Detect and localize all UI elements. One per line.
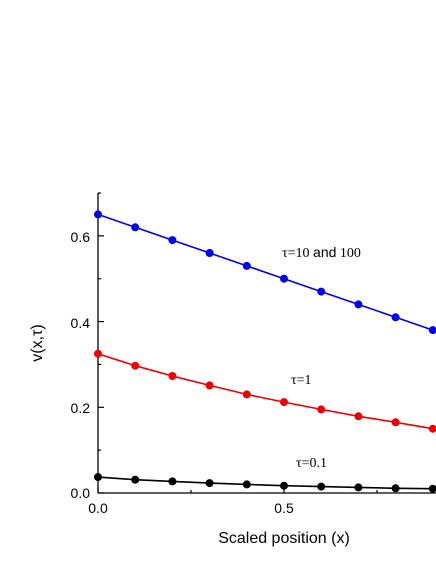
series-1-point-0 — [94, 349, 102, 358]
x-tick-label-1: 0.5 — [274, 500, 294, 516]
series-1-point-8 — [391, 418, 400, 427]
annotation-100: 100 — [340, 246, 361, 261]
series-0-line — [97, 213, 434, 331]
annotation-tau-1: τ=1 — [291, 373, 312, 388]
series-2-line — [97, 476, 433, 490]
y-tick-label-0: 0.0 — [71, 485, 91, 501]
x-tick-label-0: 0.0 — [88, 500, 108, 516]
series-1-line — [97, 352, 433, 430]
series-2-point-0 — [94, 473, 102, 482]
y-tick-label-1: 0.2 — [71, 400, 91, 416]
series-1-point-4 — [242, 390, 251, 399]
series-2-point-4 — [242, 480, 251, 489]
series-1-point-9 — [428, 424, 436, 433]
annotation-tau-10: τ=10 — [282, 246, 310, 261]
series-2-point-5 — [280, 481, 288, 490]
y-axis-title: v(x,τ) — [29, 324, 46, 361]
y-tick-label-2: 0.4 — [71, 315, 91, 331]
series-1-point-5 — [280, 398, 288, 407]
series-0-point-5 — [280, 274, 288, 283]
series-0-point-0 — [94, 210, 102, 219]
series-2-point-8 — [391, 484, 400, 493]
series-1-point-7 — [354, 412, 363, 421]
series-0-point-9 — [428, 326, 436, 335]
y-tick-label-3: 0.6 — [71, 229, 91, 245]
series-0-point-4 — [242, 261, 251, 270]
ticks — [97, 192, 378, 494]
axes — [97, 193, 436, 494]
series-2-point-6 — [317, 482, 326, 491]
series-0-point-2 — [168, 236, 177, 245]
series-0-point-3 — [205, 249, 214, 257]
annotation-tau-0-1: τ=0.1 — [296, 456, 327, 471]
series-2-point-1 — [131, 475, 140, 484]
series-1-point-1 — [131, 361, 140, 370]
series-2-point-2 — [168, 477, 177, 486]
series-0-point-1 — [131, 223, 140, 232]
series-0-point-7 — [354, 300, 363, 309]
annotation-and: and — [313, 244, 336, 260]
series-2-point-3 — [205, 479, 214, 488]
series-1-point-6 — [317, 405, 326, 414]
series-0-point-6 — [317, 287, 326, 296]
series-2-point-9 — [428, 484, 436, 493]
annotation-tau-10-100: τ=10 and 100 — [282, 244, 361, 261]
series-layer — [94, 210, 436, 493]
series-2-point-7 — [354, 483, 363, 492]
x-axis-title: Scaled position (x) — [218, 530, 350, 547]
series-1-point-3 — [205, 381, 214, 390]
series-0-point-8 — [391, 313, 400, 322]
series-1-point-2 — [168, 372, 177, 380]
